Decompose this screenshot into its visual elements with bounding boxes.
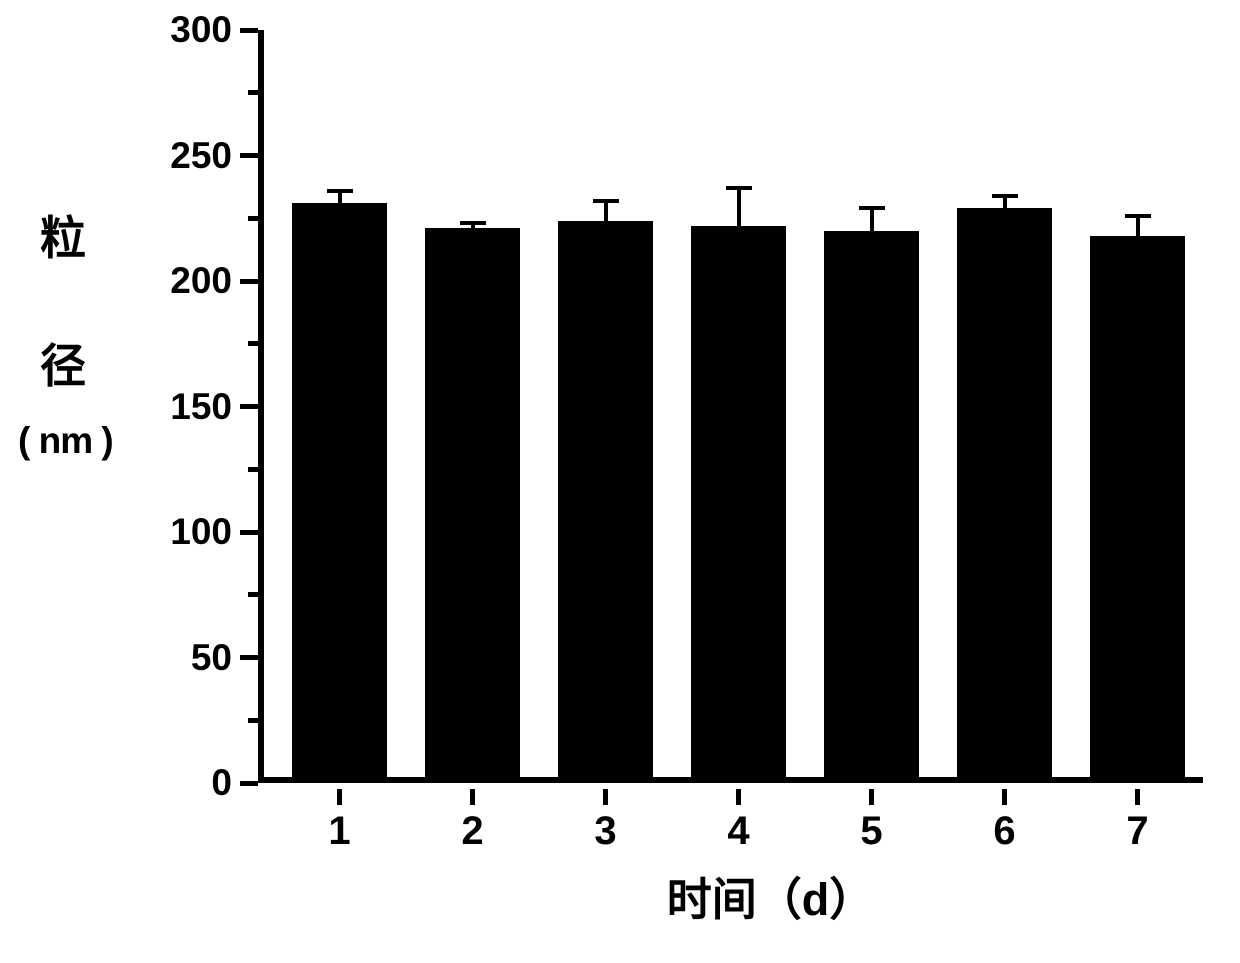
x-tick	[337, 789, 342, 805]
y-tick-major	[240, 279, 258, 284]
y-tick-label: 250	[170, 135, 232, 177]
y-tick-minor	[248, 90, 258, 95]
x-tick-label: 3	[594, 809, 616, 854]
error-bar-line	[604, 201, 608, 221]
x-tick-label: 2	[461, 809, 483, 854]
y-tick-major	[240, 530, 258, 535]
y-axis-title-char-1: 粒	[40, 202, 86, 268]
y-tick-minor	[248, 718, 258, 723]
x-tick-label: 7	[1126, 809, 1148, 854]
y-tick-major	[240, 404, 258, 409]
y-tick-major	[240, 153, 258, 158]
bar	[691, 226, 786, 783]
x-tick-label: 4	[727, 809, 749, 854]
x-tick	[470, 789, 475, 805]
error-bar-line	[737, 188, 741, 226]
x-tick	[603, 789, 608, 805]
y-axis-title-char-2: 径	[40, 330, 86, 396]
y-tick-label: 150	[170, 386, 232, 428]
y-tick-major	[240, 781, 258, 786]
x-tick	[736, 789, 741, 805]
y-tick-minor	[248, 216, 258, 221]
y-tick-label: 100	[170, 511, 232, 553]
bar	[1090, 236, 1185, 783]
x-tick	[869, 789, 874, 805]
y-axis-title-unit: ( nm )	[18, 420, 113, 462]
bar	[425, 228, 520, 783]
y-tick-label: 200	[170, 260, 232, 302]
bar	[957, 208, 1052, 783]
y-tick-minor	[248, 592, 258, 597]
error-bar-cap	[593, 199, 619, 203]
error-bar-cap	[327, 189, 353, 193]
x-tick-label: 1	[328, 809, 350, 854]
y-tick-label: 50	[191, 637, 232, 679]
y-tick-label: 0	[211, 762, 232, 804]
x-tick-label: 6	[993, 809, 1015, 854]
x-tick-label: 5	[860, 809, 882, 854]
error-bar-cap	[460, 221, 486, 225]
x-tick	[1135, 789, 1140, 805]
bar	[824, 231, 919, 783]
y-tick-label: 300	[170, 9, 232, 51]
y-tick-major	[240, 655, 258, 660]
y-tick-minor	[248, 341, 258, 346]
bar	[558, 221, 653, 783]
y-tick-minor	[248, 467, 258, 472]
error-bar-cap	[1125, 214, 1151, 218]
error-bar-line	[1136, 216, 1140, 236]
bar	[292, 203, 387, 783]
y-tick-major	[240, 28, 258, 33]
error-bar-line	[870, 208, 874, 231]
error-bar-cap	[726, 186, 752, 190]
x-tick	[1002, 789, 1007, 805]
error-bar-cap	[859, 206, 885, 210]
x-axis-title: 时间（d）	[621, 863, 921, 928]
chart-container: 050100150200250300 1234567 粒 径 ( nm ) 时间…	[20, 30, 1220, 950]
error-bar-cap	[992, 194, 1018, 198]
